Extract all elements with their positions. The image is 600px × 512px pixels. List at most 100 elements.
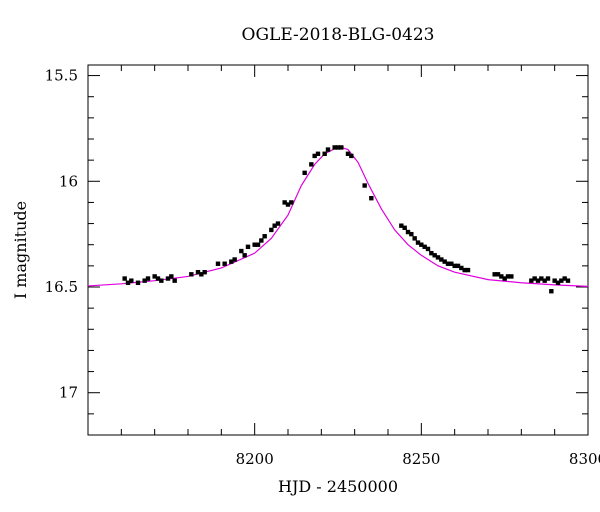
data-point [199,272,204,277]
data-point [499,274,504,279]
data-point [332,145,337,150]
data-point [419,242,424,247]
data-point [452,263,457,269]
data-point [339,145,344,150]
y-tick-label: 17 [59,384,78,402]
plot-frame [87,64,589,436]
data-point [302,170,307,176]
data-point [532,276,537,281]
data-point [259,238,264,243]
chart-title: OGLE-2018-BLG-0423 [242,25,435,45]
data-point [539,276,544,281]
data-point [455,263,461,269]
data-point [559,278,564,283]
model-curve [88,146,588,287]
data-point [232,257,237,262]
data-point [565,278,571,283]
data-point [165,276,171,281]
data-point [289,200,294,205]
x-tick-label: 8300 [569,450,600,468]
data-point [345,151,351,156]
data-point [169,274,174,279]
x-tick-label: 8200 [236,450,274,468]
data-point [415,240,421,245]
data-point [229,259,234,264]
x-axis-title: HJD - 2450000 [278,477,398,496]
data-point [529,278,534,283]
data-point [459,265,464,271]
data-point [282,200,287,205]
data-point [202,270,207,275]
y-tick-label: 16 [59,172,78,190]
data-point [542,278,547,283]
data-point [432,253,437,258]
data-point [562,276,567,281]
data-point [262,234,267,239]
data-point [129,278,134,283]
data-point [555,280,561,285]
data-point [442,259,447,264]
data-point [242,253,247,258]
data-point [495,272,501,277]
y-tick-label: 15.5 [45,67,78,85]
data-point [325,147,331,152]
data-point [409,231,414,237]
data-point [135,280,141,285]
data-point [189,272,194,277]
data-point [349,153,354,159]
data-point [362,183,367,188]
data-point [549,289,554,294]
data-point [402,225,407,230]
data-point [215,261,221,266]
data-point [505,274,511,279]
axis-ticks [87,65,589,436]
data-point [369,196,374,201]
data-point [142,278,147,283]
tick-labels: 8200 8250 8300 15.5 16 16.5 17 [45,67,600,468]
data-point [535,278,541,283]
data-point [552,278,557,283]
data-point [309,162,314,167]
data-point [172,278,177,283]
data-point [285,202,291,207]
data-point [312,153,317,159]
data-point [269,227,274,233]
data-point [222,261,227,266]
y-tick-label: 16.5 [45,278,78,296]
data-point [245,244,251,250]
data-point [239,248,244,254]
data-point [405,229,411,235]
y-axis-title: I magnitude [11,201,30,299]
data-point [422,244,427,250]
data-point [465,267,471,273]
data-point [125,280,131,285]
data-point [145,276,151,281]
data-point [509,274,514,279]
data-point [195,270,201,275]
data-point [435,255,441,260]
data-points [122,145,571,294]
data-point [155,276,161,281]
data-point [252,242,257,247]
data-point [322,151,327,156]
data-point [462,267,467,273]
data-point [445,261,451,266]
data-point [545,276,551,281]
data-point [275,221,281,226]
data-point [315,151,321,156]
data-point [335,145,341,150]
data-point [425,246,431,252]
data-point [502,276,507,281]
data-point [439,257,444,262]
data-point [429,250,434,256]
data-point [255,242,261,247]
data-point [159,278,164,283]
data-point [152,274,157,279]
data-point [272,223,277,228]
data-point [492,272,497,277]
data-point [449,261,454,266]
data-point [122,276,127,281]
data-point [412,236,417,241]
data-point [399,223,404,228]
